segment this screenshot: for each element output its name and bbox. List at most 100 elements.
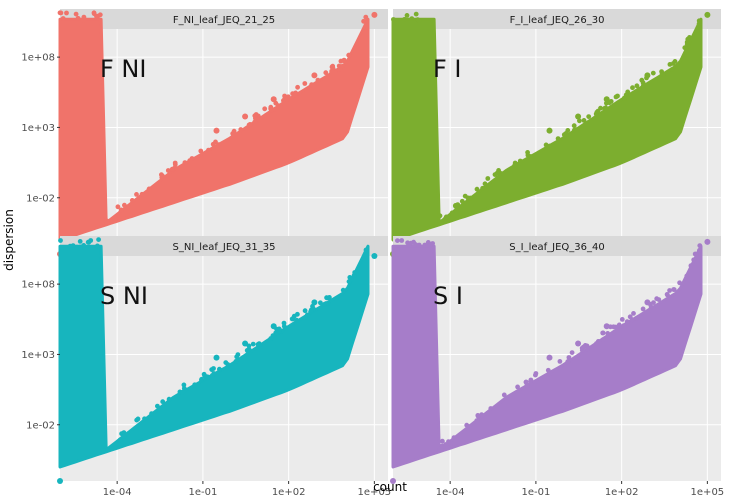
scatter-point <box>524 383 530 389</box>
scatter-point <box>211 371 217 376</box>
scatter-point <box>566 355 572 360</box>
scatter-point <box>621 323 627 328</box>
scatter-point <box>234 354 240 360</box>
scatter-point <box>534 379 539 384</box>
scatter-point <box>81 14 87 20</box>
scatter-point <box>121 433 127 439</box>
panel-3: S_NI_leaf_JEQ_31_35 S NI <box>57 236 388 484</box>
scatter-point <box>159 175 165 180</box>
scatter-point <box>557 359 563 364</box>
scatter-point <box>142 416 147 422</box>
scatter-point <box>577 118 582 124</box>
scatter-point <box>181 386 187 391</box>
scatter-point <box>648 304 654 310</box>
scatter-point <box>444 214 450 220</box>
scatter-point <box>323 70 329 76</box>
scatter-point <box>165 168 171 173</box>
scatter-point <box>640 306 646 312</box>
scatter-point <box>467 195 473 201</box>
scatter-point <box>269 107 275 113</box>
scatter-outlier-point <box>546 127 553 134</box>
panel-strip-label: S_NI_leaf_JEQ_31_35 <box>173 242 276 253</box>
scatter-point <box>581 344 586 350</box>
scatter-point <box>667 62 673 67</box>
scatter-point <box>488 406 494 411</box>
scatter-point <box>413 11 419 17</box>
scatter-point <box>60 16 66 21</box>
scatter-point-cloud <box>391 17 703 242</box>
scatter-point <box>569 350 575 355</box>
scatter-point <box>528 377 534 383</box>
y-tick-label: 1e+03 <box>21 350 55 361</box>
scatter-point <box>330 66 336 72</box>
scatter-point <box>182 160 188 166</box>
scatter-point <box>88 238 94 243</box>
scatter-point <box>615 93 620 99</box>
scatter-point <box>459 198 465 204</box>
scatter-point <box>338 58 344 64</box>
scatter-point <box>409 16 415 21</box>
scatter-point <box>545 367 551 373</box>
scatter-point <box>315 77 321 83</box>
scatter-point <box>688 263 694 269</box>
scatter-point <box>664 292 670 297</box>
x-tick-label: 1e+02 <box>605 487 639 497</box>
scatter-point <box>302 308 308 314</box>
x-tick-label: 1e+02 <box>272 487 306 497</box>
scatter-point <box>616 322 622 328</box>
scatter-point <box>474 186 480 192</box>
scatter-point <box>395 238 400 244</box>
scatter-point <box>513 163 518 169</box>
scatter-point <box>206 147 211 153</box>
scatter-point <box>641 83 646 88</box>
scatter-point <box>169 166 175 172</box>
scatter-point <box>691 257 697 263</box>
x-axis-title: count <box>373 480 407 494</box>
scatter-point <box>631 311 636 316</box>
scatter-point <box>181 382 187 388</box>
scatter-point <box>682 45 688 51</box>
scatter-point <box>340 287 346 293</box>
scatter-point <box>561 132 567 138</box>
scatter-point <box>217 366 222 372</box>
scatter-point <box>492 172 498 178</box>
scatter-point <box>252 113 258 119</box>
scatter-point <box>75 15 81 21</box>
panel-strip <box>60 236 388 256</box>
scatter-point <box>684 41 690 47</box>
scatter-point <box>565 127 571 133</box>
scatter-point <box>605 331 611 336</box>
scatter-point <box>479 412 484 418</box>
panel-overlay-label: F I <box>433 55 462 83</box>
scatter-point <box>347 275 353 280</box>
scatter-outlier-point <box>704 238 711 245</box>
scatter-point <box>455 202 461 208</box>
scatter-point <box>585 346 590 352</box>
scatter-point <box>149 411 155 416</box>
scatter-point <box>586 114 592 119</box>
y-tick-label: 1e-02 <box>26 193 55 204</box>
scatter-point <box>515 384 520 390</box>
scatter-point <box>250 341 256 347</box>
scatter-point <box>446 439 451 444</box>
panel-strip-label: S_I_leaf_JEQ_36_40 <box>509 242 604 253</box>
scatter-point <box>146 186 152 192</box>
scatter-point <box>600 337 606 343</box>
scatter-point <box>619 317 625 322</box>
scatter-point <box>101 448 106 453</box>
scatter-point <box>404 13 410 18</box>
scatter-point <box>308 307 314 313</box>
scatter-point <box>352 270 358 275</box>
scatter-point-cloud <box>58 17 370 242</box>
scatter-point <box>155 403 160 409</box>
y-axis-title: dispersion <box>2 209 16 271</box>
x-tick-label: 1e-01 <box>188 487 217 497</box>
scatter-point <box>622 95 627 101</box>
scatter-point <box>91 10 97 16</box>
scatter-point <box>262 106 268 112</box>
scatter-point <box>555 136 561 142</box>
scatter-point <box>104 220 110 226</box>
scatter-point <box>117 437 123 443</box>
scatter-point <box>474 418 480 423</box>
scatter-outlier-point <box>371 11 378 18</box>
